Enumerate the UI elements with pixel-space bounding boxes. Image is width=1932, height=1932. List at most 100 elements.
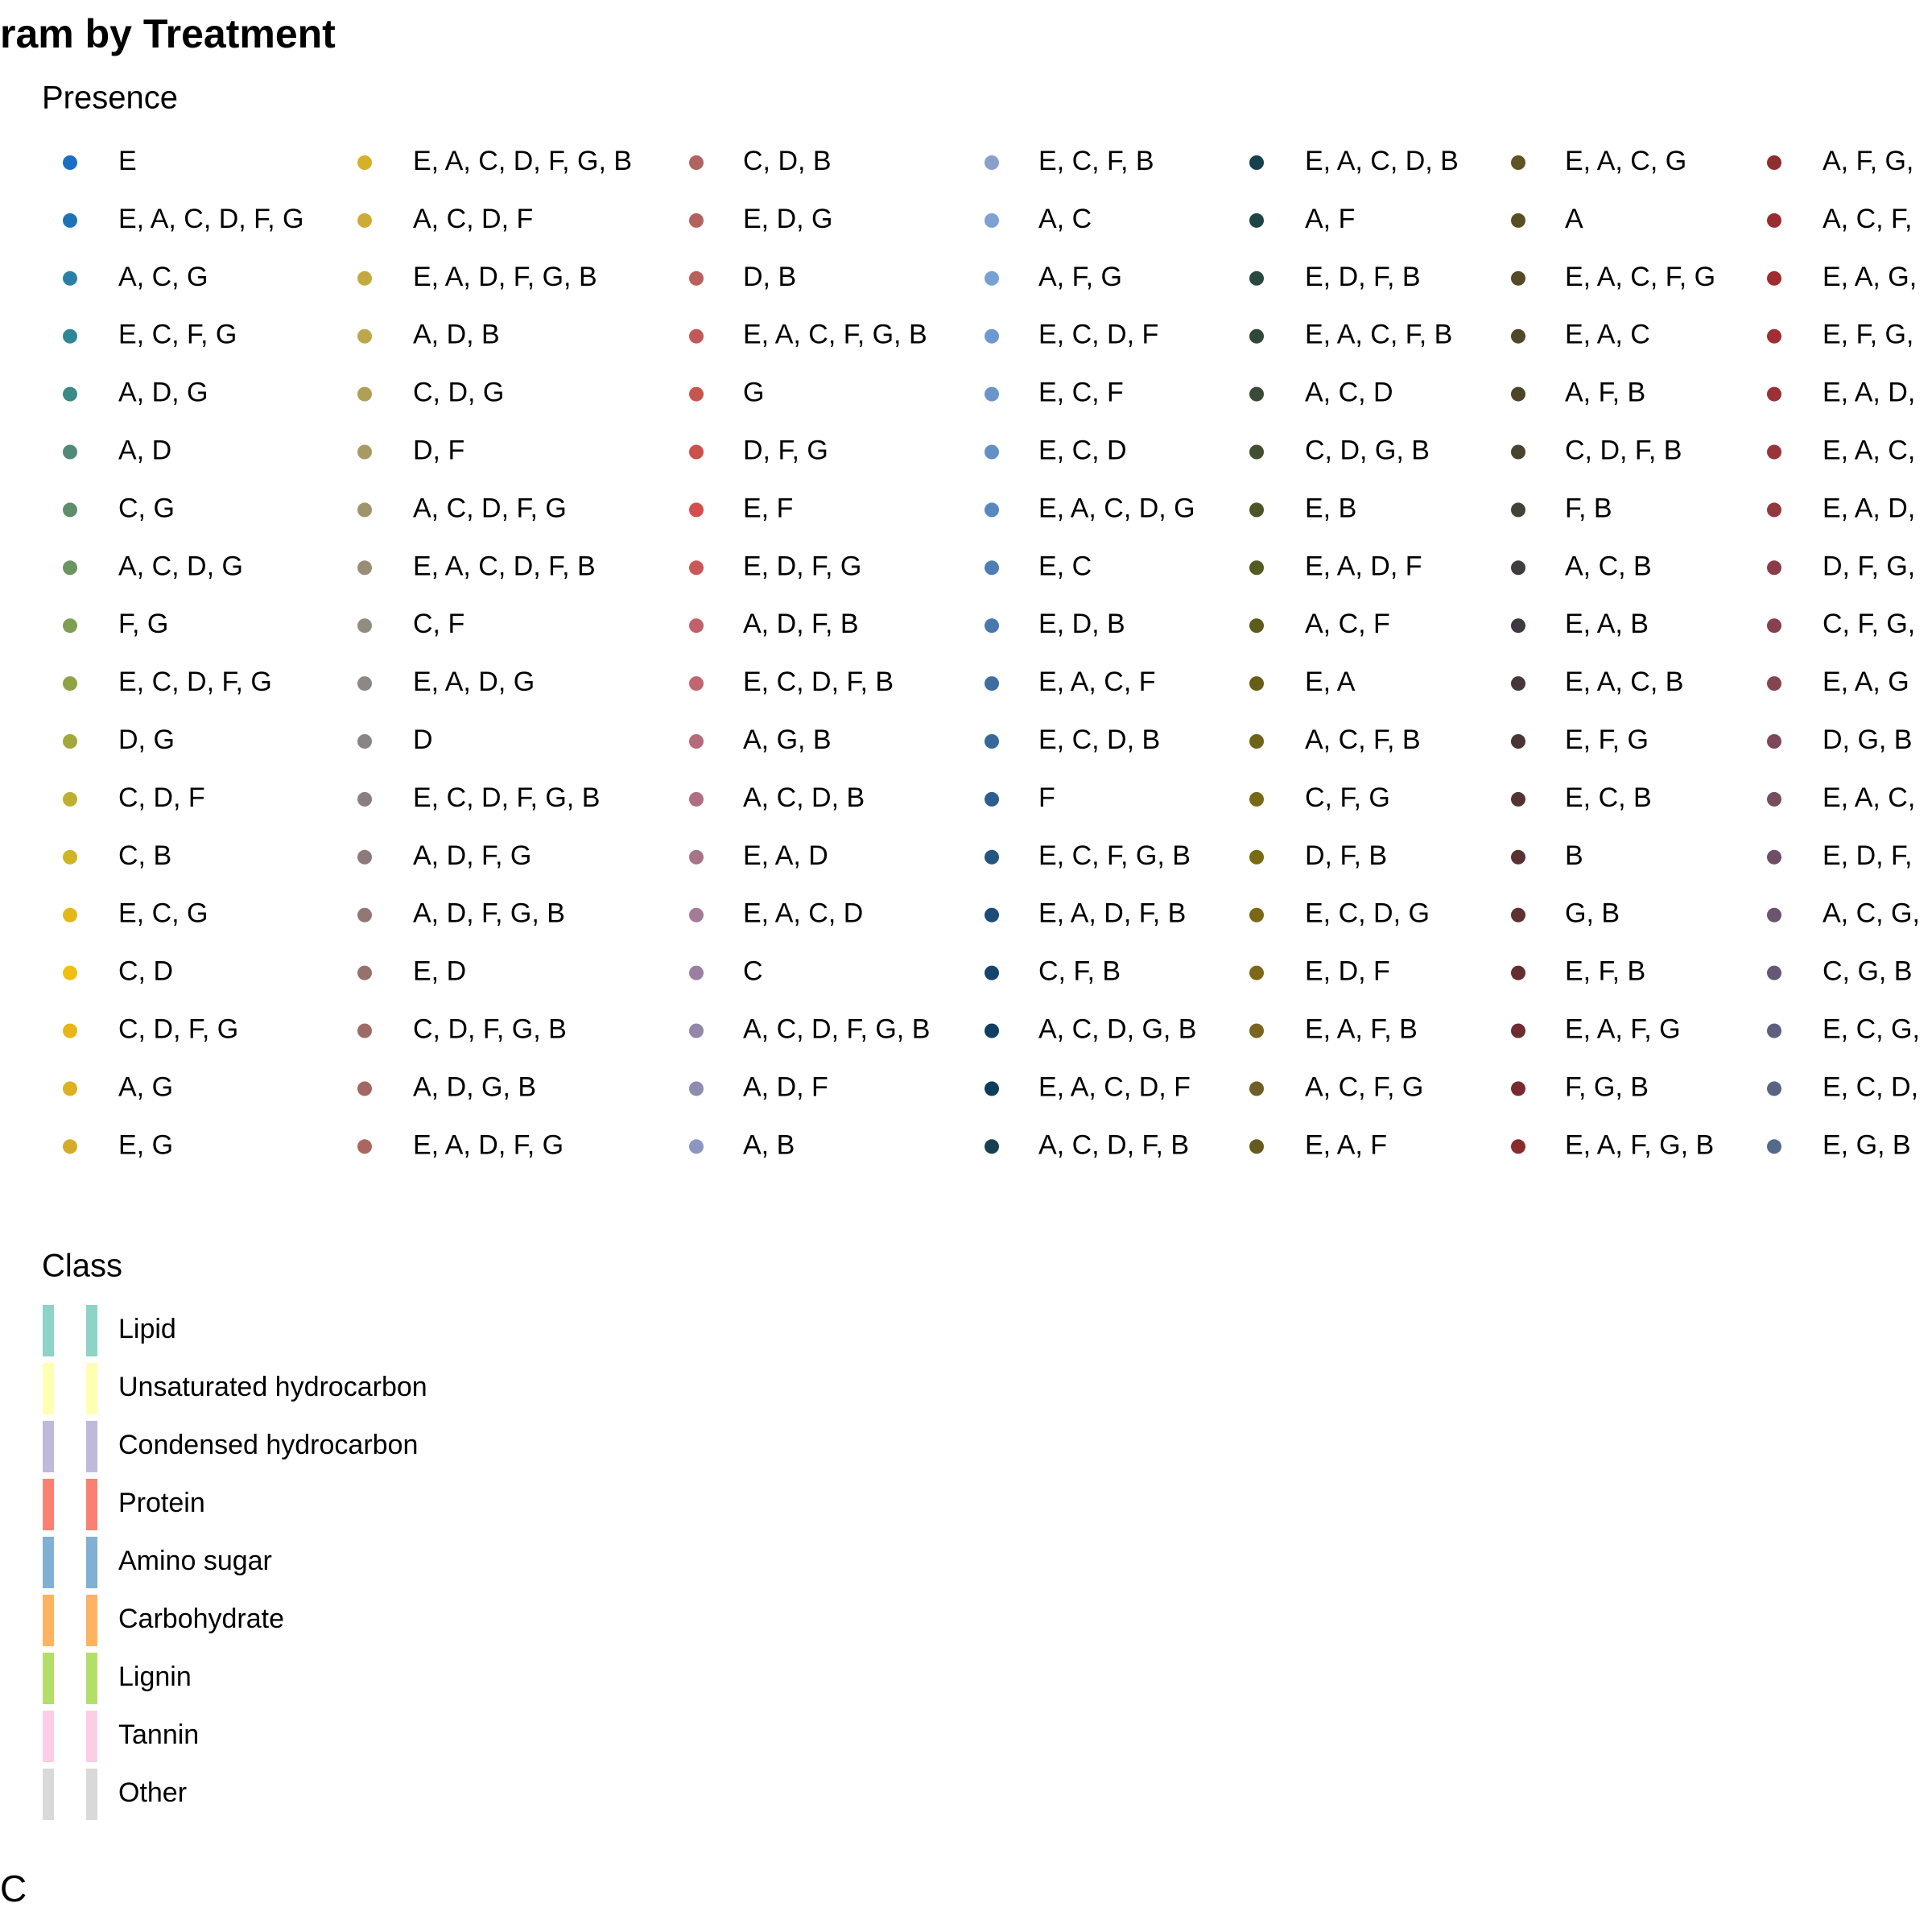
legend-key [1767, 502, 1781, 518]
legend-label: E, C, G [118, 898, 208, 929]
legend-key [1511, 965, 1525, 980]
legend-key [63, 502, 77, 518]
legend-label: A, C, F, [1823, 204, 1912, 234]
legend-key [985, 734, 999, 749]
legend-key [1249, 965, 1264, 980]
legend-label: E, A, C, F, B [1305, 320, 1452, 350]
legend-label: A, C, G, [1823, 898, 1920, 929]
legend-label: E, A, D, F, G, B [413, 262, 597, 292]
legend-key [86, 1421, 97, 1472]
legend-key [1249, 734, 1264, 749]
legend-label: E, C, F, B [1038, 146, 1154, 176]
legend-label: E, D [413, 956, 466, 987]
legend-key [1767, 270, 1781, 286]
legend-label: C, F, G, [1823, 609, 1915, 639]
legend-key [1249, 849, 1264, 865]
legend-key [43, 1653, 54, 1704]
legend-key [1767, 560, 1781, 576]
legend-label: Unsaturated hydrocarbon [118, 1372, 427, 1402]
legend-key [63, 907, 77, 923]
legend-label: E, C [1038, 551, 1092, 581]
legend-key [43, 1711, 54, 1762]
legend-label: C, G [118, 493, 175, 523]
legend-key [43, 1363, 54, 1414]
legend-key [985, 444, 999, 460]
legend-key [1249, 386, 1264, 402]
legend-label: Amino sugar [118, 1546, 272, 1576]
legend-label: C, D, F, G, B [413, 1013, 567, 1044]
legend-label: A, C, D, B [743, 782, 865, 813]
legend-label: E, A, D [743, 840, 828, 871]
legend-key [1767, 328, 1781, 344]
legend-label: A, D, G, B [413, 1071, 536, 1102]
legend-key [357, 618, 372, 634]
legend-label: C, D, B [743, 146, 832, 176]
legend-key [985, 502, 999, 518]
legend-label: A, C, D, F, G [413, 493, 567, 523]
legend-key [86, 1769, 97, 1820]
legend-label: E, D, F, [1823, 840, 1912, 871]
legend-key [43, 1595, 54, 1646]
legend-key [1511, 213, 1525, 228]
legend-label: E, A, C, D, F, G [118, 204, 304, 234]
legend-key [357, 734, 372, 749]
legend-key [43, 1305, 54, 1356]
legend-key [1511, 328, 1525, 344]
legend-label: C, F, B [1038, 956, 1121, 987]
legend-label: C [743, 956, 763, 987]
legend-key [985, 386, 999, 402]
legend-key [1511, 386, 1525, 402]
legend-key [357, 386, 372, 402]
legend-label: E, A, D, F [1305, 551, 1422, 581]
legend-key [1511, 791, 1525, 807]
legend-label: Lignin [118, 1662, 192, 1692]
legend-key [1249, 676, 1264, 691]
legend-label: E, C, D, F, B [743, 667, 894, 697]
legend-label: E, D, F [1305, 956, 1390, 987]
legend-key [1249, 1023, 1264, 1038]
legend-label: A, D, B [413, 320, 500, 350]
legend-key [86, 1653, 97, 1704]
legend-label: E, C, F, G, B [1038, 840, 1191, 871]
legend-label: D, F, G [743, 435, 828, 465]
legend-label: E, C, D, F, G, B [413, 782, 600, 813]
legend-label: E, A, D, [1823, 493, 1915, 523]
legend-key [985, 213, 999, 228]
legend-key [86, 1363, 97, 1414]
legend-key [43, 1421, 54, 1472]
legend-key [63, 444, 77, 460]
legend-key [63, 560, 77, 576]
legend-key [1767, 849, 1781, 865]
legend-key [86, 1711, 97, 1762]
legend-key [1767, 444, 1781, 460]
legend-label: A, C, D, F, B [1038, 1129, 1189, 1160]
legend-label: E, C, D, F [1038, 320, 1158, 350]
legend-key [689, 560, 704, 576]
legend-label: E, A, C, [1823, 435, 1915, 465]
legend-key [1511, 618, 1525, 634]
chart-title: ram by Treatment [0, 11, 336, 56]
legend-key [1249, 502, 1264, 518]
legend-label: C, D, G, B [1305, 435, 1430, 465]
legend-key [1249, 213, 1264, 228]
legend-key [1511, 270, 1525, 286]
legend-label: E, A, B [1565, 609, 1649, 639]
legend-key [63, 676, 77, 691]
legend-key [357, 907, 372, 923]
legend-label: A, C, D, G, B [1038, 1013, 1196, 1044]
legend-key [1249, 444, 1264, 460]
legend-label: E, A, C, [1823, 782, 1915, 813]
legend-key [985, 1023, 999, 1038]
legend-key [43, 1479, 54, 1530]
legend-label: E, A, F, G, B [1565, 1129, 1714, 1160]
legend-label: A, G, B [743, 724, 832, 755]
legend-key [357, 502, 372, 518]
legend-key [1767, 155, 1781, 170]
legend-key [985, 1139, 999, 1154]
legend-label: F [1038, 782, 1055, 813]
legend-label: E, C, G, [1823, 1013, 1920, 1044]
legend-key [1511, 907, 1525, 923]
legend-label: E, C, D, [1823, 1071, 1918, 1102]
legend-key [985, 676, 999, 691]
